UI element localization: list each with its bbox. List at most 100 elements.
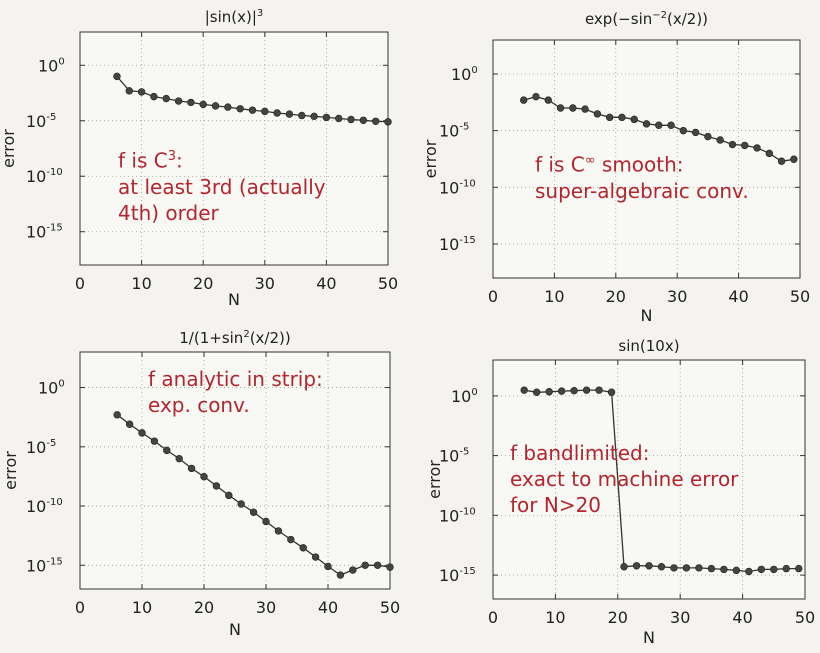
annotation-text: f is C xyxy=(535,152,585,177)
annotation-text: for N>20 xyxy=(510,493,602,517)
data-point xyxy=(163,446,171,455)
data-point xyxy=(595,386,603,394)
annotation-panel-4: f bandlimited: exact to machine error fo… xyxy=(510,440,738,518)
data-point xyxy=(670,564,678,572)
y-tick-label: 100 xyxy=(451,65,478,84)
data-point xyxy=(741,141,749,150)
data-point xyxy=(667,121,675,129)
data-point xyxy=(556,104,565,112)
x-tick-label: 20 xyxy=(193,274,213,293)
data-point xyxy=(199,100,207,109)
x-tick-label: 20 xyxy=(194,598,214,617)
annotation-text: smooth: xyxy=(595,152,684,177)
data-point xyxy=(386,563,394,571)
data-point xyxy=(200,472,208,481)
data-point xyxy=(299,544,307,552)
data-point xyxy=(593,110,602,118)
data-point xyxy=(790,155,798,163)
x-tick-label: 40 xyxy=(732,608,752,627)
data-point xyxy=(287,535,295,544)
data-point xyxy=(361,561,369,569)
y-tick-label: 10-5 xyxy=(26,438,56,457)
annotation-text: f analytic in strip: xyxy=(148,367,323,391)
data-point xyxy=(632,562,641,570)
data-point xyxy=(125,420,134,428)
annotation-sup: ∞ xyxy=(584,153,596,168)
data-point xyxy=(150,92,158,101)
data-point xyxy=(113,411,121,419)
plot-frame xyxy=(79,351,391,590)
x-tick-label: 30 xyxy=(667,287,687,306)
chart-panel-2: 0 10 20 30 40 50 100 10-5 10-10 10-15 exp(−sin−2(x… xyxy=(421,10,810,325)
data-point xyxy=(187,98,195,107)
data-point xyxy=(311,553,320,561)
x-axis-label: N xyxy=(641,306,653,325)
data-point xyxy=(679,126,688,135)
data-point xyxy=(618,113,626,122)
data-point xyxy=(211,102,220,110)
annotation-panel-2: f is C∞ smooth: super-algebraic conv. xyxy=(535,148,749,204)
data-point xyxy=(655,121,663,129)
y-tick-label: 10-15 xyxy=(439,235,476,254)
annotation-panel-1: f is C3: at least 3rd (actually 4th) ord… xyxy=(118,144,326,226)
data-point xyxy=(716,136,724,144)
data-point xyxy=(782,564,790,573)
data-point xyxy=(371,117,380,125)
x-axis-label: N xyxy=(229,620,241,639)
data-point xyxy=(695,564,703,572)
data-point xyxy=(545,388,553,396)
data-point xyxy=(582,386,591,394)
data-point xyxy=(532,92,540,101)
data-point xyxy=(605,113,614,122)
chart-panel-4: 0 10 20 30 40 50 100 10-5 10-10 10-15 sin(10x) Nerr… xyxy=(425,337,815,647)
data-point xyxy=(570,386,578,395)
annotation-text: super-algebraic conv. xyxy=(535,178,749,203)
y-tick-label: 10-10 xyxy=(439,506,476,525)
x-tick-label: 30 xyxy=(256,598,276,617)
y-axis-label: error xyxy=(425,460,444,499)
chart-panel-1: 0 10 20 30 40 50 100 10-5 10-10 10-15 |sin(x)|3 Ner… xyxy=(0,8,398,309)
data-point xyxy=(125,87,133,95)
data-point xyxy=(732,566,741,575)
data-point xyxy=(682,564,691,572)
data-point xyxy=(795,564,803,573)
x-tick-label: 0 xyxy=(75,274,85,293)
y-tick-label: 100 xyxy=(38,379,65,398)
x-tick-label: 50 xyxy=(380,598,400,617)
data-point xyxy=(691,128,700,137)
data-point xyxy=(359,116,368,125)
data-point xyxy=(261,107,269,116)
data-point xyxy=(273,109,281,117)
data-point xyxy=(519,96,528,104)
chart-title: sin(10x) xyxy=(618,337,679,355)
y-tick-label: 10-10 xyxy=(439,178,476,197)
x-tick-label: 0 xyxy=(488,608,498,627)
data-point xyxy=(707,564,716,573)
data-point xyxy=(720,565,728,574)
y-tick-label: 10-10 xyxy=(26,167,63,186)
data-point xyxy=(310,112,318,121)
data-point xyxy=(249,508,258,516)
data-point xyxy=(620,563,628,571)
annotation-panel-3: f analytic in strip: exp. conv. xyxy=(148,366,323,418)
plot-frame xyxy=(492,39,801,279)
plot-frame xyxy=(492,359,806,600)
x-axis-label: N xyxy=(643,628,655,647)
data-point xyxy=(248,106,257,114)
data-point xyxy=(175,454,183,463)
chart-title: exp(−sin−2(x/2)) xyxy=(585,10,708,28)
data-point xyxy=(162,94,170,103)
data-point xyxy=(728,140,737,149)
data-point xyxy=(298,111,306,120)
chart-panel-3: 0 10 20 30 40 50 100 10-5 10-10 10-15 1/(1+sin2(x/… xyxy=(1,329,400,639)
chart-title: 1/(1+sin2(x/2)) xyxy=(179,329,290,347)
data-point xyxy=(645,562,653,570)
x-tick-label: 20 xyxy=(606,287,626,306)
x-tick-label: 10 xyxy=(544,287,564,306)
x-tick-label: 0 xyxy=(75,598,85,617)
annotation-text: 4th) order xyxy=(118,200,219,225)
data-point xyxy=(777,157,786,165)
x-tick-label: 10 xyxy=(132,598,152,617)
x-tick-label: 50 xyxy=(790,287,810,306)
data-point xyxy=(630,115,638,124)
